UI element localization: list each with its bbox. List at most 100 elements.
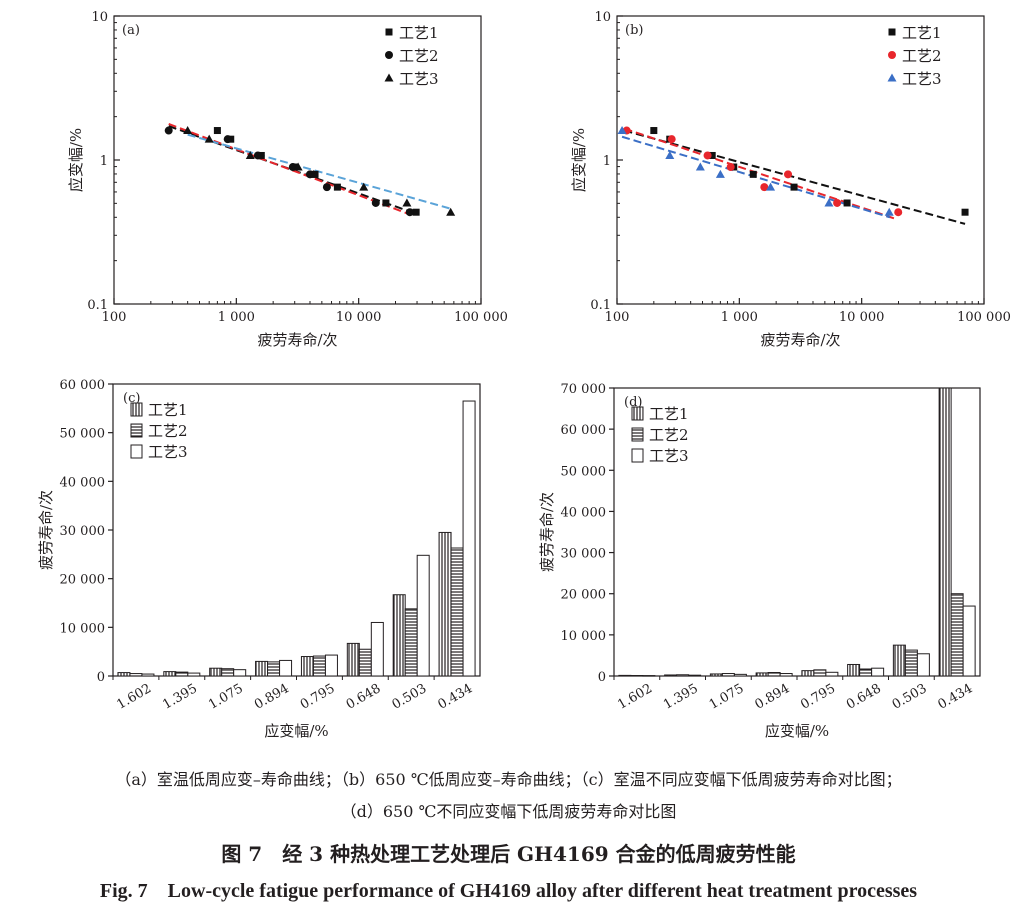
y-tick-label: 50 000 (561, 464, 607, 479)
bar-工艺1 (438, 531, 452, 677)
data-point-工艺2 (223, 135, 232, 144)
data-point-工艺1 (708, 151, 716, 159)
x-tick-label: 1.075 (206, 681, 246, 713)
data-point-工艺2 (164, 126, 173, 135)
legend-swatch-工艺3 (631, 448, 644, 463)
panel-b-strain-life-650c: 100 1 000 10 000 100 000 0.1 1 10 疲劳寿命/次 应变幅/% (b… (570, 10, 1011, 349)
y-tick-label: 40 000 (60, 475, 106, 490)
bar-工艺3 (416, 554, 430, 677)
bar-工艺2 (267, 661, 281, 677)
panel-label: (a) (122, 23, 140, 38)
x-tick-label: 1.395 (160, 681, 200, 713)
data-point-工艺1 (213, 127, 221, 135)
y-tick-label: 20 000 (561, 588, 607, 603)
panel-a-strain-life-room-temperature: 100 1 000 10 000 100 000 0.1 1 10 疲劳寿命/次 应变幅/% (a… (67, 10, 508, 349)
bar-工艺1 (892, 644, 906, 677)
legend-marker-工艺3 (887, 73, 897, 82)
data-point-工艺3 (402, 198, 412, 207)
legend-marker-工艺3 (384, 73, 394, 82)
bar-工艺2 (358, 648, 372, 677)
bar-工艺3 (187, 672, 201, 677)
legend-swatch-工艺3 (130, 444, 143, 459)
y-tick-label: 20 000 (60, 573, 106, 588)
bar-工艺3 (324, 654, 338, 677)
bar-工艺3 (825, 671, 839, 677)
fit-line-工艺3 (187, 133, 451, 210)
panel-d-fatigue-life-bar-650c: 0 10 000 20 000 30 000 40 000 50 000 60 000 70 … (538, 382, 981, 740)
bar-工艺1 (801, 670, 815, 677)
y-tick-label: 50 000 (60, 427, 106, 442)
data-point-工艺1 (961, 208, 969, 216)
bar-工艺3 (279, 659, 293, 677)
legend-label: 工艺2 (399, 47, 439, 65)
data-point-工艺3 (884, 207, 894, 216)
y-tick-label: 0 (598, 670, 606, 685)
y-tick-label: 60 000 (561, 423, 607, 438)
x-axis-label: 应变幅/% (765, 722, 829, 740)
figure-canvas: 100 1 000 10 000 100 0000.1110疲劳寿命/次应变幅/%(a… (37, 10, 1011, 740)
bar-工艺3 (871, 667, 885, 677)
data-point-工艺1 (382, 199, 390, 207)
data-point-工艺3 (665, 150, 675, 159)
bar-工艺2 (630, 675, 644, 677)
bar-工艺1 (938, 387, 952, 677)
figure-title-chinese: 图 7 经 3 种热处理工艺处理后 GH4169 合金的低周疲劳性能 (221, 842, 796, 866)
data-point-工艺3 (183, 126, 193, 135)
x-tick-label: 10 000 (336, 310, 382, 325)
bar-工艺2 (312, 655, 326, 677)
y-tick-label: 10 000 (561, 629, 607, 644)
x-axis-label: 疲劳寿命/次 (257, 331, 337, 349)
y-axis-label: 疲劳寿命/次 (37, 490, 55, 570)
bar-工艺3 (233, 669, 247, 677)
x-tick-label: 0.503 (890, 681, 930, 713)
data-point-工艺2 (833, 198, 842, 207)
data-point-工艺2 (405, 208, 414, 217)
data-point-工艺1 (333, 183, 341, 191)
x-tick-label: 100 (605, 310, 630, 325)
data-point-工艺1 (412, 208, 420, 216)
legend-label: 工艺2 (902, 47, 942, 65)
bar-工艺3 (462, 400, 476, 677)
y-tick-label: 70 000 (561, 382, 607, 397)
y-tick-label: 30 000 (60, 524, 106, 539)
data-point-工艺1 (650, 127, 658, 135)
fit-line-工艺1 (624, 129, 966, 225)
legend-label: 工艺3 (399, 70, 439, 88)
x-axis-label: 疲劳寿命/次 (760, 331, 840, 349)
data-point-工艺3 (245, 150, 255, 159)
legend-swatch-工艺1 (130, 402, 143, 417)
bar-工艺1 (117, 672, 131, 677)
data-point-工艺1 (843, 199, 851, 207)
data-point-工艺2 (760, 183, 769, 192)
data-point-工艺3 (204, 134, 214, 143)
data-point-工艺3 (617, 126, 627, 135)
x-tick-label: 0.434 (435, 681, 475, 713)
data-point-工艺2 (784, 170, 793, 179)
y-axis-label: 疲劳寿命/次 (538, 492, 556, 572)
y-tick-label: 10 000 (60, 621, 106, 636)
panel-label: (b) (625, 23, 643, 38)
bar-工艺1 (392, 594, 406, 677)
x-tick-label: 10 000 (839, 310, 885, 325)
data-point-工艺2 (667, 135, 676, 144)
legend-marker-工艺2 (385, 51, 393, 59)
legend-label: 工艺3 (902, 70, 942, 88)
data-point-工艺2 (253, 151, 262, 160)
legend-marker-工艺2 (888, 51, 896, 59)
x-tick-label: 100 000 (454, 310, 508, 325)
bar-工艺2 (813, 669, 827, 677)
y-tick-label: 40 000 (561, 505, 607, 520)
legend-label: 工艺1 (148, 401, 188, 419)
x-tick-label: 0.503 (390, 681, 430, 713)
bar-工艺2 (950, 593, 964, 677)
bar-工艺2 (450, 547, 464, 677)
bar-工艺2 (129, 673, 143, 677)
bar-工艺2 (676, 674, 690, 677)
data-point-工艺2 (726, 163, 735, 172)
data-point-工艺3 (715, 169, 725, 178)
x-tick-label: 1 000 (218, 310, 255, 325)
x-tick-label: 0.894 (753, 681, 793, 713)
data-point-工艺2 (703, 151, 712, 160)
panel-label: (c) (123, 391, 140, 406)
fit-line-工艺2 (624, 127, 897, 220)
